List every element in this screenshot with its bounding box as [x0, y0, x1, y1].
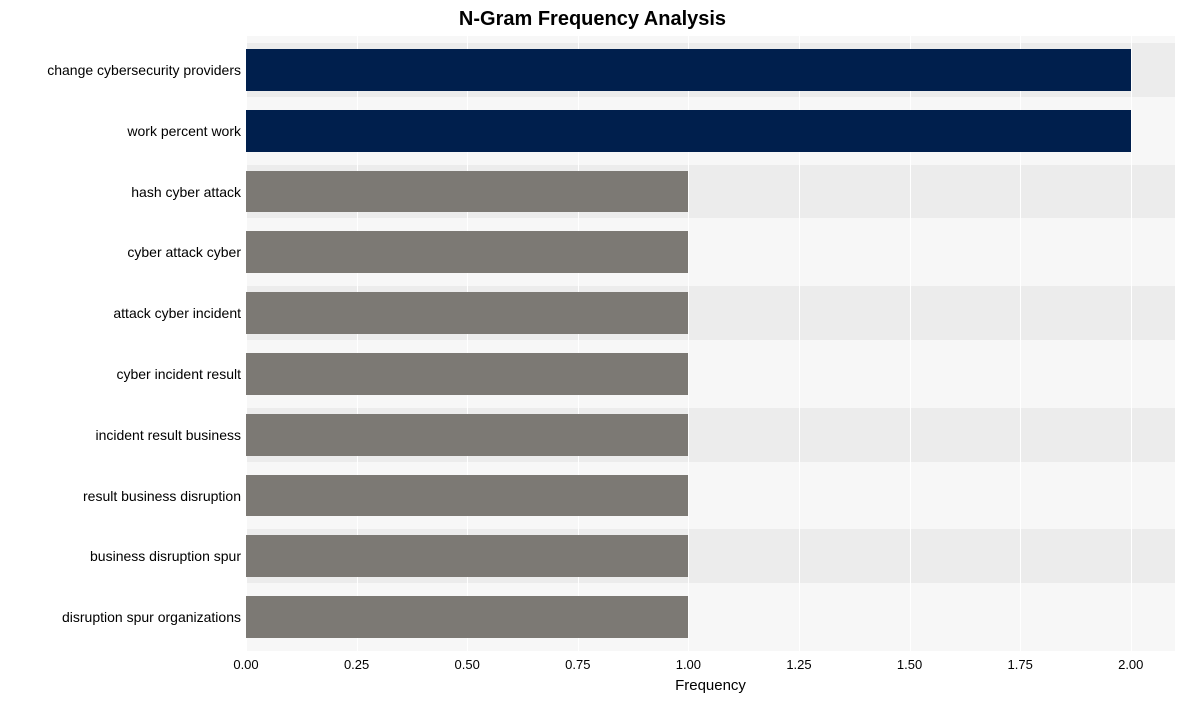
y-tick-label: disruption spur organizations — [62, 609, 241, 625]
y-tick-label: cyber incident result — [116, 366, 241, 382]
bar — [246, 414, 688, 456]
x-tick-label: 1.25 — [786, 657, 811, 672]
x-tick-label: 1.00 — [676, 657, 701, 672]
bar — [246, 353, 688, 395]
bar — [246, 171, 688, 213]
y-tick-label: business disruption spur — [90, 548, 241, 564]
y-tick-label: change cybersecurity providers — [47, 62, 241, 78]
y-tick-label: attack cyber incident — [113, 305, 241, 321]
plot-area — [246, 36, 1175, 651]
bar — [246, 596, 688, 638]
bar — [246, 231, 688, 273]
x-tick-label: 1.75 — [1008, 657, 1033, 672]
x-tick-label: 1.50 — [897, 657, 922, 672]
x-axis-label: Frequency — [246, 677, 1175, 694]
bar — [246, 475, 688, 517]
y-tick-label: hash cyber attack — [131, 184, 241, 200]
bar — [246, 292, 688, 334]
y-tick-label: work percent work — [127, 123, 241, 139]
ngram-chart: N-Gram Frequency Analysis change cyberse… — [0, 0, 1185, 701]
y-tick-label: incident result business — [95, 427, 241, 443]
x-tick-label: 0.00 — [233, 657, 258, 672]
x-tick-label: 2.00 — [1118, 657, 1143, 672]
bar — [246, 535, 688, 577]
x-tick-label: 0.75 — [565, 657, 590, 672]
y-tick-label: cyber attack cyber — [127, 244, 241, 260]
x-tick-label: 0.25 — [344, 657, 369, 672]
x-tick-label: 0.50 — [455, 657, 480, 672]
y-tick-label: result business disruption — [83, 488, 241, 504]
chart-title: N-Gram Frequency Analysis — [0, 8, 1185, 31]
bar — [246, 110, 1131, 152]
bar — [246, 49, 1131, 91]
grid-line — [1131, 36, 1132, 651]
